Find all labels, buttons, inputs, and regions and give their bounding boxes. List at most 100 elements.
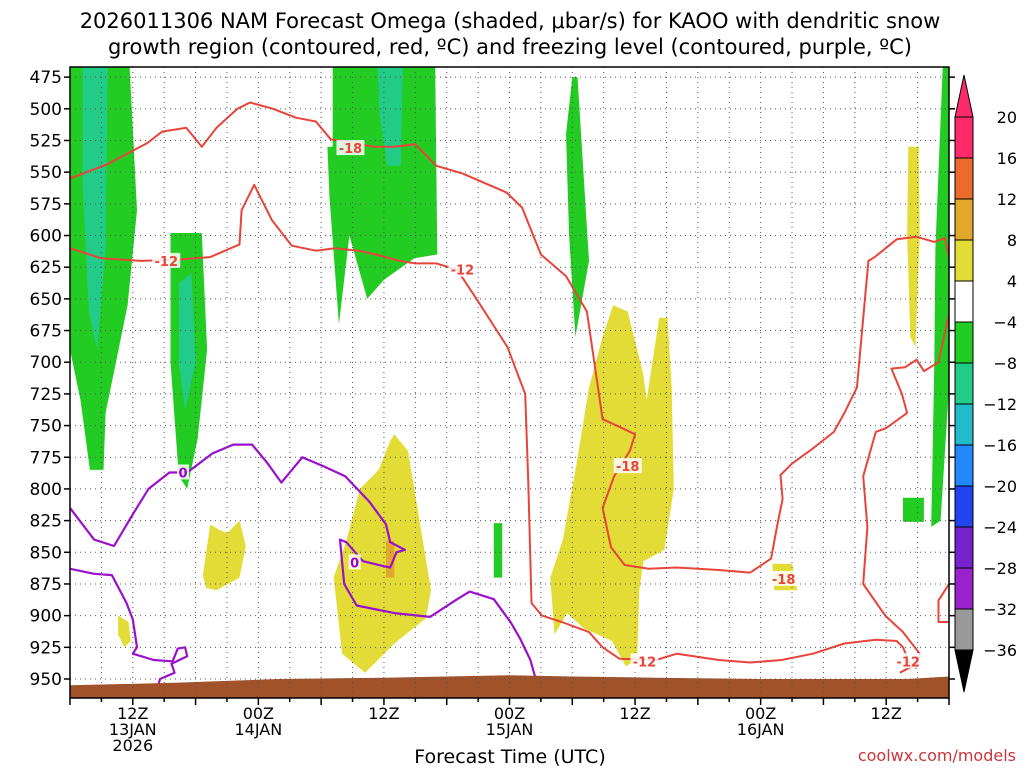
contour-label: -12 — [633, 655, 657, 670]
omega-region — [550, 305, 674, 667]
omega-region — [931, 67, 949, 527]
x-tick-label: 12Z — [117, 704, 148, 723]
colorbar-segment — [954, 239, 974, 282]
colorbar-bottom-arrow — [954, 649, 974, 693]
omega-region — [566, 77, 589, 337]
contour-label: -12 — [155, 255, 179, 270]
x-tick-label: 12Z — [871, 704, 902, 723]
contour-label: 0 — [178, 466, 187, 481]
y-tick-label: 850 — [30, 543, 62, 563]
y-tick-label: 525 — [30, 131, 62, 151]
colorbar-tick-label: −24 — [983, 518, 1017, 537]
colorbar-tick-label: 4 — [1007, 272, 1017, 291]
omega-region — [327, 67, 438, 325]
x-tick-label: 13JAN — [109, 720, 157, 739]
contour-label-backdrop — [613, 458, 642, 474]
contour-label-backdrop — [348, 554, 361, 570]
omega-region — [178, 273, 196, 411]
y-tick-label: 825 — [30, 512, 62, 532]
omega-region — [907, 146, 920, 347]
y-tick-label: 775 — [30, 448, 62, 468]
colorbar-segment — [954, 444, 974, 487]
y-axis-ticks: 475 500 525 550 575 600 625 650 675 700 725 750 775 8… — [30, 68, 955, 690]
omega-region — [118, 615, 131, 648]
snow-growth-contour — [862, 313, 949, 670]
y-tick-label: 625 — [30, 258, 62, 278]
colorbar-segment — [954, 157, 974, 200]
colorbar-tick-label: 12 — [997, 190, 1017, 209]
contour-label-layer: -18 -12 -12 -18 -18 -12 -12 0 0 — [152, 140, 923, 670]
chart-title-line-1: 2026011306 NAM Forecast Omega (shaded, μ… — [80, 9, 941, 33]
contour-label: -12 — [451, 264, 475, 279]
y-tick-label: 600 — [30, 227, 62, 247]
colorbar-tick-label: 20 — [997, 108, 1017, 127]
y-tick-label: 550 — [30, 163, 62, 183]
grid-layer — [70, 67, 949, 698]
y-tick-label: 575 — [30, 195, 62, 215]
credit-text: coolwx.com/models — [858, 746, 1016, 765]
y-tick-label: 475 — [30, 68, 62, 88]
x-tick-label: 12Z — [368, 704, 399, 723]
contour-label: -18 — [772, 573, 796, 588]
x-tick-label: 14JAN — [234, 720, 282, 739]
x-tick-label: 15JAN — [486, 720, 534, 739]
colorbar-segment — [954, 321, 974, 364]
omega-shading-layer — [70, 67, 949, 673]
contour-label-backdrop — [448, 261, 477, 277]
contour-label: 0 — [350, 556, 359, 571]
y-tick-label: 725 — [30, 385, 62, 405]
x-tick-label: 00Z — [745, 704, 776, 723]
colorbar-tick-label: −8 — [993, 354, 1017, 373]
contour-label-backdrop — [177, 464, 190, 480]
contour-label-backdrop — [152, 252, 181, 268]
colorbar-tick-label: −4 — [993, 313, 1017, 332]
contour-label: -18 — [339, 142, 363, 157]
colorbar-segment — [954, 403, 974, 446]
x-tick-label: 00Z — [494, 704, 525, 723]
colorbar-segment — [954, 608, 974, 651]
x-tick-label: 00Z — [243, 704, 274, 723]
colorbar-tick-label: 8 — [1007, 231, 1017, 250]
colorbar-tick-label: −20 — [983, 477, 1017, 496]
y-tick-label: 900 — [30, 607, 62, 627]
y-tick-label: 950 — [30, 670, 62, 690]
contour-label: -12 — [896, 655, 920, 670]
y-tick-label: 500 — [30, 100, 62, 120]
colorbar-tick-label: −32 — [983, 600, 1017, 619]
contour-label-backdrop — [769, 570, 798, 586]
colorbar-segment — [954, 567, 974, 610]
colorbar-segment — [954, 198, 974, 241]
y-tick-label: 925 — [30, 638, 62, 658]
omega-region — [333, 434, 431, 673]
y-tick-label: 875 — [30, 575, 62, 595]
colorbar-tick-label: −36 — [983, 641, 1017, 660]
y-tick-label: 750 — [30, 417, 62, 437]
omega-region — [903, 497, 924, 522]
omega-region — [386, 540, 395, 578]
snow-growth-contour — [937, 583, 949, 623]
chart-title-line-2: growth region (contoured, red, ºC) and f… — [108, 35, 912, 59]
colorbar-segment — [954, 362, 974, 405]
y-tick-label: 650 — [30, 290, 62, 310]
colorbar-segment — [954, 280, 974, 323]
colorbar-segment — [954, 116, 974, 159]
colorbar-segment — [954, 526, 974, 569]
freezing-level-contour — [70, 567, 189, 695]
omega-region — [377, 67, 403, 166]
x-axis-label: Forecast Time (UTC) — [414, 746, 605, 768]
omega-region — [202, 520, 246, 591]
y-tick-label: 675 — [30, 322, 62, 342]
colorbar: 20 16 12 8 4 −4 −8 −12 −16 −20 −24 −28 −32 −36 — [954, 74, 1017, 693]
colorbar-tick-label: −16 — [983, 436, 1017, 455]
x-tick-label: 16JAN — [737, 720, 785, 739]
contour-label-backdrop — [630, 653, 659, 669]
colorbar-tick-label: 16 — [997, 149, 1017, 168]
colorbar-segment — [954, 485, 974, 528]
snow-growth-contour — [70, 101, 949, 574]
contour-label-backdrop — [894, 653, 923, 669]
x-tick-label: 2026 — [112, 736, 153, 755]
colorbar-tick-label: −28 — [983, 559, 1017, 578]
